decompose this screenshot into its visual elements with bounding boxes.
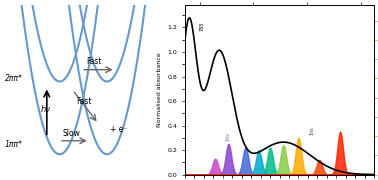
Text: + e⁻: + e⁻ bbox=[110, 125, 128, 134]
Y-axis label: Normalised absorbance: Normalised absorbance bbox=[157, 53, 162, 127]
Text: Fast: Fast bbox=[76, 96, 91, 105]
Text: hν: hν bbox=[41, 105, 51, 114]
Text: Fast: Fast bbox=[87, 57, 102, 66]
Text: Slow: Slow bbox=[62, 129, 80, 138]
Text: 1ns: 1ns bbox=[226, 133, 231, 141]
Text: 2ππ*: 2ππ* bbox=[5, 74, 23, 83]
Text: 1ns: 1ns bbox=[309, 127, 314, 135]
Text: 785: 785 bbox=[200, 21, 205, 31]
Text: 1ππ*: 1ππ* bbox=[5, 140, 23, 149]
